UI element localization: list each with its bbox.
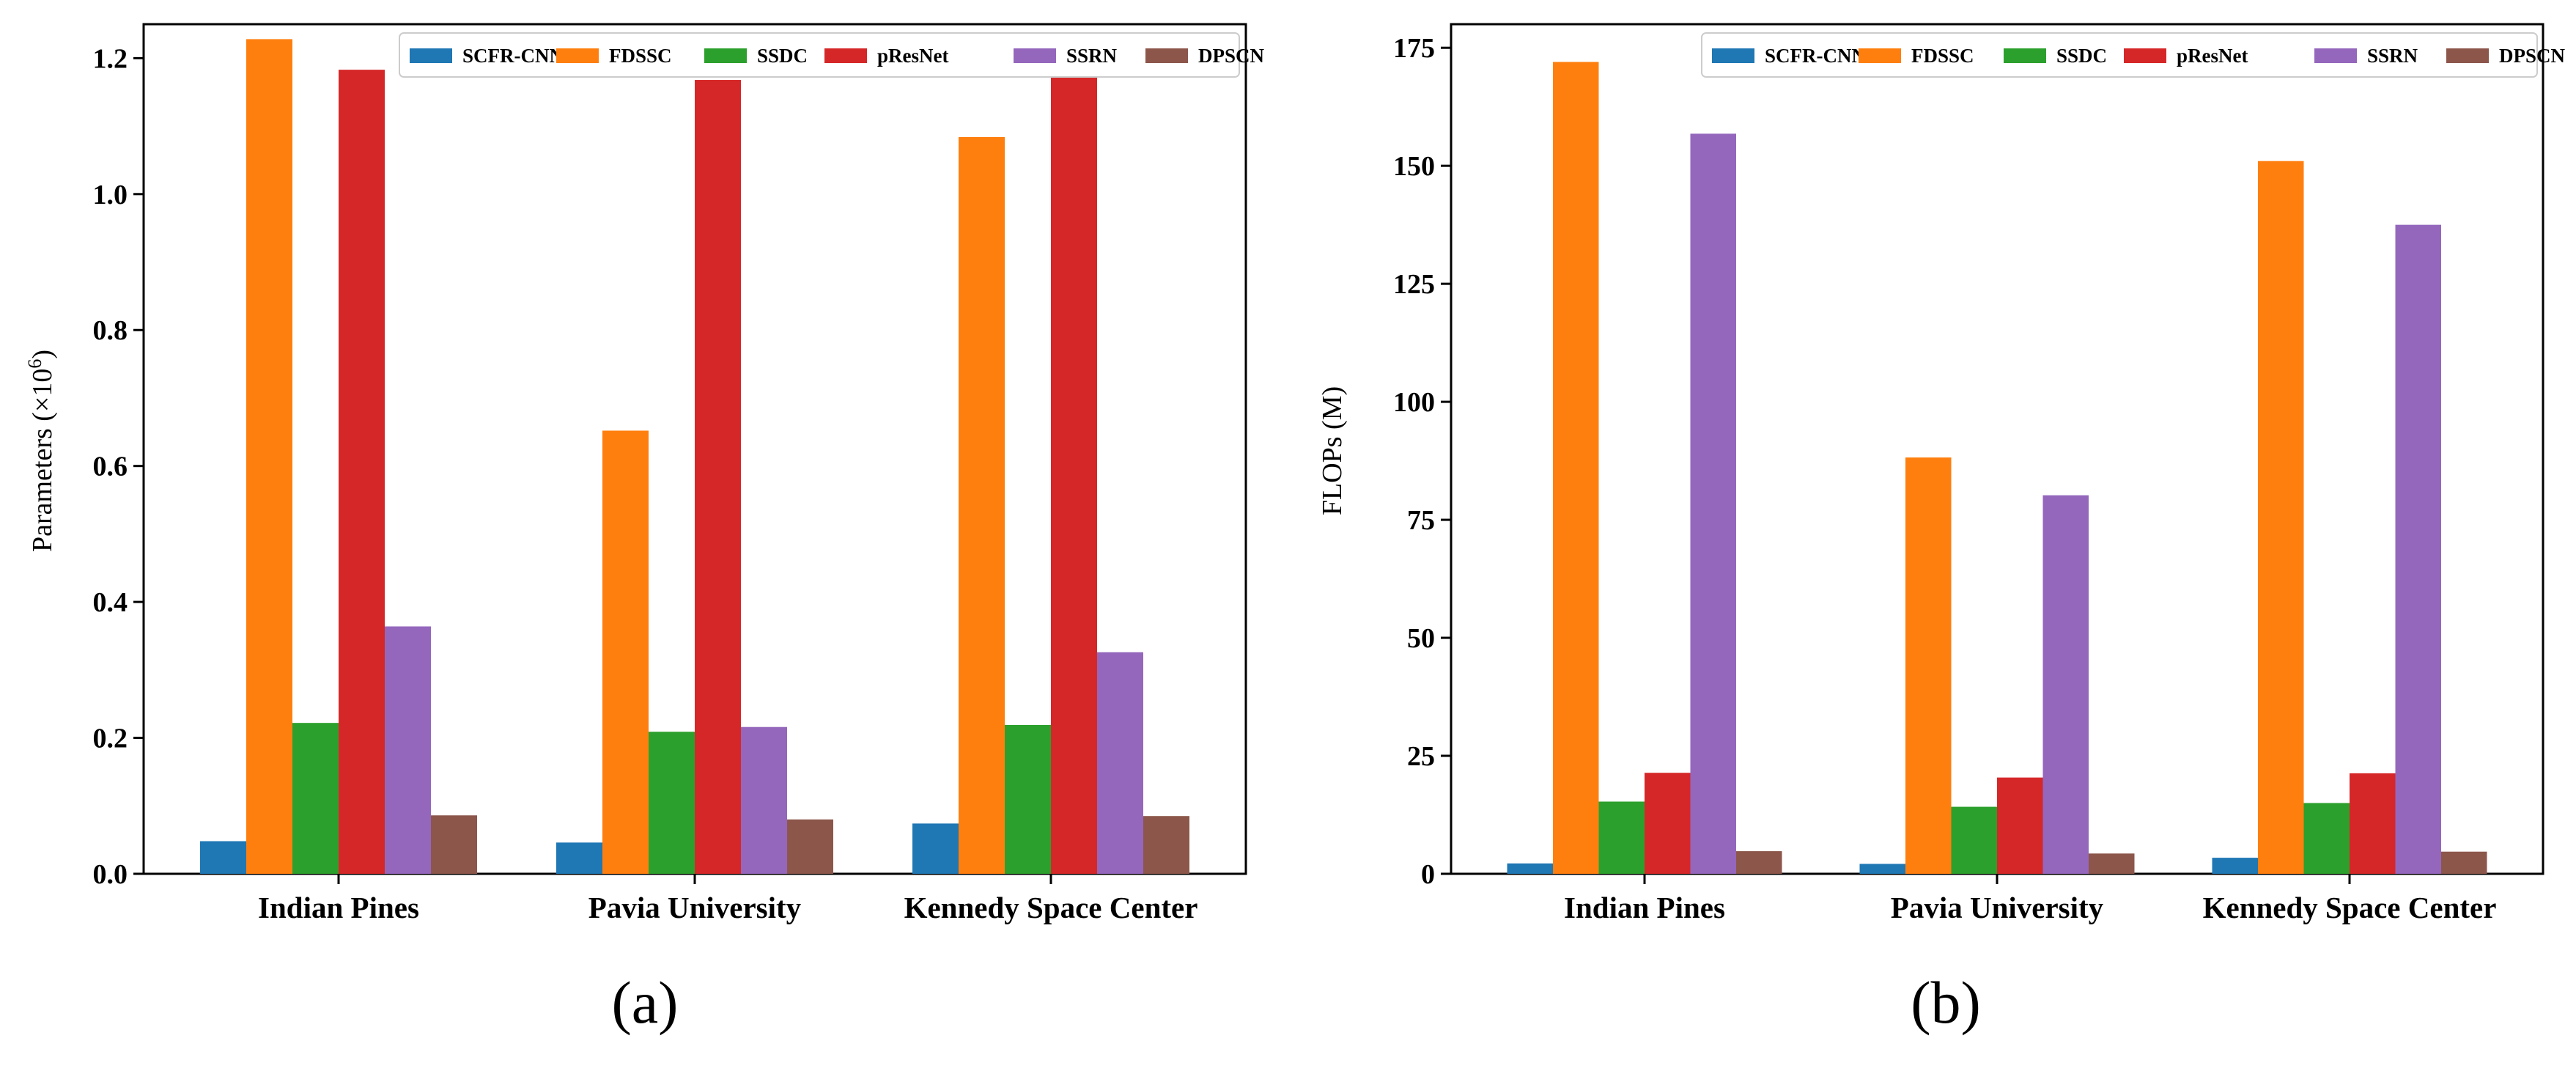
- y-tick-label: 0.8: [93, 315, 128, 346]
- bar-ssdc: [292, 723, 339, 874]
- bar-ssdc: [1005, 724, 1051, 874]
- y-tick-label: 0.2: [93, 724, 128, 754]
- bar-ssdc: [2303, 803, 2350, 874]
- legend-swatch: [2124, 48, 2166, 63]
- bar-scfr-cnn: [1507, 863, 1553, 874]
- bar-ssdc: [1598, 801, 1645, 874]
- legend-swatch: [2314, 48, 2357, 63]
- bar-presnet: [1645, 773, 1691, 874]
- bar-scfr-cnn: [1859, 864, 1905, 874]
- y-tick-label: 0.6: [93, 452, 128, 482]
- legend-entry: SSDC: [757, 45, 808, 67]
- legend-entry: SSDC: [2056, 45, 2107, 67]
- bar-dpscn: [431, 815, 477, 874]
- bar-fdssc: [1553, 62, 1599, 874]
- x-tick-label: Pavia University: [1891, 891, 2104, 924]
- legend-entry: pResNet: [2177, 45, 2248, 67]
- bar-dpscn: [787, 819, 833, 874]
- chart-panel-b: 0 25 50 75 100 125 150 175 FLOPs (M) Indian Pines…: [1317, 23, 2566, 1036]
- axes-frame: [1450, 23, 2544, 875]
- bar-presnet: [1997, 777, 2043, 874]
- legend-entry: FDSSC: [1911, 45, 1974, 67]
- y-tick-label: 175: [1393, 33, 1435, 64]
- x-tick-label: Indian Pines: [1564, 891, 1725, 924]
- legend-entry: SCFR-CNN: [462, 45, 564, 67]
- legend-swatch: [704, 48, 747, 63]
- bar-scfr-cnn: [200, 841, 246, 874]
- bar-dpscn: [2089, 853, 2135, 874]
- bar-scfr-cnn: [2212, 858, 2258, 874]
- y-tick-label: 150: [1393, 151, 1435, 182]
- x-tick-label: Kennedy Space Center: [2203, 891, 2497, 924]
- bar-ssrn: [1690, 133, 1736, 875]
- bar-ssdc: [649, 732, 695, 874]
- bar-presnet: [339, 70, 385, 874]
- y-tick-label: 75: [1407, 505, 1435, 536]
- bar-dpscn: [1143, 816, 1189, 874]
- bar-fdssc: [959, 136, 1005, 874]
- legend-entry: pResNet: [877, 45, 948, 67]
- legend-entry: SSRN: [2367, 45, 2418, 67]
- y-axis-label: Parameters (×106): [24, 350, 59, 552]
- bar-ssdc: [1951, 806, 1997, 874]
- bar-fdssc: [2258, 161, 2304, 874]
- bar-presnet: [695, 80, 741, 875]
- legend-swatch: [2446, 48, 2489, 63]
- legend-entry: DPSCN: [2499, 45, 2566, 67]
- x-tick-label: Pavia University: [588, 891, 802, 924]
- legend-swatch: [1712, 48, 1754, 63]
- legend-swatch: [2004, 48, 2046, 63]
- panel-label: (b): [1911, 969, 1981, 1036]
- legend-entry: FDSSC: [609, 45, 672, 67]
- legend-swatch: [410, 48, 452, 63]
- y-tick-label: 100: [1393, 387, 1435, 418]
- legend-box: [399, 32, 1240, 78]
- legend-swatch: [824, 48, 867, 63]
- x-tick-label: Kennedy Space Center: [904, 891, 1198, 924]
- legend-box: [1701, 32, 2538, 78]
- bar-ssrn: [1097, 652, 1143, 874]
- y-axis-label: FLOPs (M): [1317, 386, 1348, 515]
- panel-label: (a): [611, 969, 678, 1036]
- legend-swatch: [1859, 48, 1901, 63]
- y-tick-label: 1.0: [93, 180, 128, 210]
- bar-dpscn: [2441, 851, 2487, 874]
- y-tick-label: 1.2: [93, 43, 128, 74]
- x-tick-label: Indian Pines: [258, 891, 419, 924]
- y-tick-label: 125: [1393, 269, 1435, 300]
- bar-fdssc: [1905, 457, 1952, 874]
- legend: SCFR-CNN FDSSC SSDC pResNet SSRN DPSCN: [1701, 32, 2566, 78]
- y-tick-label: 0.4: [93, 587, 128, 618]
- chart-panel-a: 0.0 0.2 0.4 0.6 0.8 1.0 1.2 Parameters (×106) In…: [24, 23, 1265, 1036]
- legend-swatch: [1014, 48, 1056, 63]
- legend-swatch: [1145, 48, 1188, 63]
- legend-entry: DPSCN: [1198, 45, 1265, 67]
- bar-ssrn: [2395, 224, 2441, 874]
- y-tick-label: 0: [1421, 859, 1435, 890]
- bar-presnet: [2350, 773, 2396, 874]
- y-tick-label: 50: [1407, 623, 1435, 654]
- bar-fdssc: [246, 39, 292, 874]
- bar-fdssc: [602, 430, 649, 874]
- y-tick-label: 0.0: [93, 859, 128, 890]
- bar-ssrn: [2042, 495, 2089, 874]
- bar-dpscn: [1736, 851, 1782, 874]
- bar-scfr-cnn: [912, 823, 959, 874]
- legend-entry: SSRN: [1066, 45, 1118, 67]
- legend: SCFR-CNN FDSSC SSDC pResNet SSRN DPSCN: [399, 32, 1265, 78]
- bar-ssrn: [385, 626, 431, 874]
- bar-presnet: [1051, 73, 1097, 874]
- y-tick-label: 25: [1407, 741, 1435, 772]
- bar-scfr-cnn: [556, 842, 602, 874]
- legend-swatch: [556, 48, 599, 63]
- bar-ssrn: [741, 726, 787, 874]
- legend-entry: SCFR-CNN: [1765, 45, 1866, 67]
